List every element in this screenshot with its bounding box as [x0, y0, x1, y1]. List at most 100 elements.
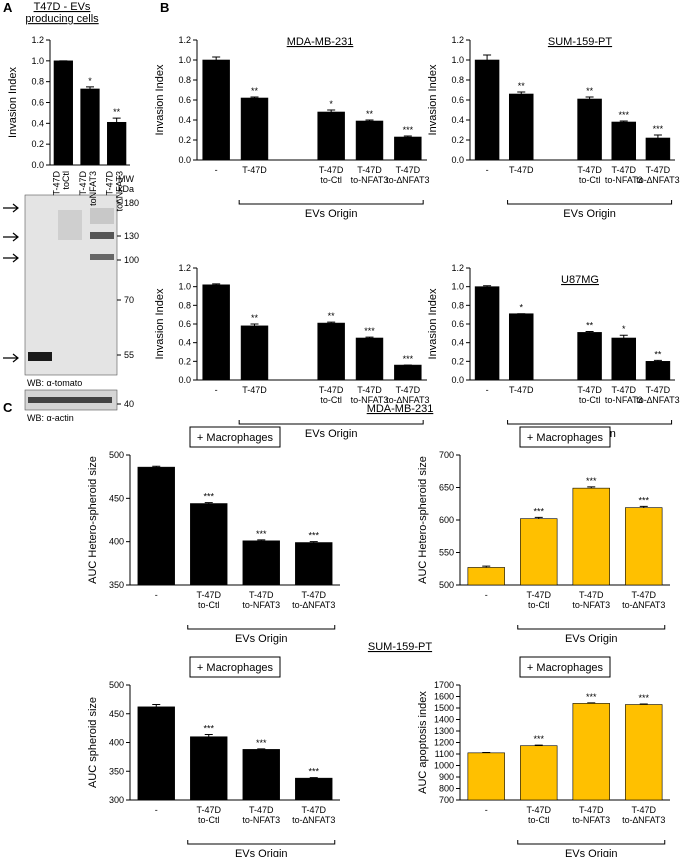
- x-tick-label: T-47D to-Ctl: [196, 590, 221, 610]
- significance: *: [88, 76, 92, 86]
- error-bar: [653, 359, 662, 362]
- significance: ***: [586, 476, 597, 486]
- bar: [295, 542, 333, 586]
- y-tick-label: 0.0: [178, 375, 191, 385]
- significance: **: [251, 313, 259, 323]
- section-title: MDA-MB-231: [367, 403, 434, 415]
- significance: ***: [203, 492, 214, 502]
- bar: [572, 487, 610, 586]
- bar: [577, 98, 602, 161]
- y-axis-label: Invasion Index: [7, 67, 19, 138]
- x-tick-label: T-47D to-Ctl: [319, 165, 344, 185]
- bar: [355, 337, 384, 381]
- error-bar: [309, 541, 318, 543]
- significance: **: [654, 349, 662, 359]
- error-bar: [619, 120, 628, 122]
- panel-label: B: [160, 0, 169, 15]
- y-tick-label: 0.0: [451, 155, 464, 165]
- y-tick-label: 1100: [435, 749, 454, 759]
- x-tick-label: T-47D to-NFAT3: [605, 165, 643, 185]
- bar: [611, 337, 637, 381]
- x-tick-label: T-47D to-Ctl: [577, 165, 602, 185]
- y-tick-label: 1.2: [178, 263, 191, 273]
- y-tick-label: 1.0: [31, 56, 44, 66]
- error-bar: [365, 119, 374, 121]
- y-tick-label: 1.0: [178, 55, 191, 65]
- y-tick-label: 400: [109, 738, 124, 748]
- x-tick-label: T-47D: [242, 385, 267, 395]
- significance: **: [328, 311, 336, 321]
- x-tick-label: -: [155, 805, 158, 815]
- error-bar: [483, 54, 492, 60]
- y-tick-label: 1.2: [451, 35, 464, 45]
- x-axis-label: EVs Origin: [563, 208, 616, 220]
- mw-header: kDa: [118, 184, 134, 194]
- y-tick-label: 0.8: [451, 75, 464, 85]
- y-tick-label: 1.0: [451, 55, 464, 65]
- error-bar: [639, 505, 648, 508]
- y-tick-label: 900: [439, 772, 454, 782]
- bar: [394, 364, 422, 381]
- panel-label: A: [3, 0, 13, 15]
- y-tick-label: 0.6: [451, 319, 464, 329]
- x-tick-label: T-47DtoNFAT3: [78, 171, 98, 206]
- bar: [508, 93, 534, 161]
- y-tick-label: 0.6: [451, 95, 464, 105]
- annotation: + Macrophages: [527, 432, 604, 444]
- x-tick-label: T-47D to-Ctl: [577, 385, 602, 405]
- bracket: [187, 840, 336, 845]
- x-tick-label: T-47D to-∆NFAT3: [386, 385, 429, 405]
- bar: [474, 286, 500, 381]
- y-tick-label: 0.4: [178, 338, 191, 348]
- error-bar: [152, 465, 161, 468]
- significance: ***: [308, 531, 319, 541]
- y-tick-label: 1400: [434, 715, 454, 725]
- significance: ***: [403, 354, 414, 364]
- x-tick-label: -: [155, 590, 158, 600]
- y-tick-label: 0.2: [178, 356, 191, 366]
- significance: ***: [586, 692, 597, 702]
- error-bar: [86, 86, 94, 89]
- bar: [202, 59, 230, 161]
- y-tick-label: 0.6: [178, 319, 191, 329]
- chart-title: U87MG: [561, 274, 599, 286]
- chart-title: SUM-159-PT: [548, 36, 612, 48]
- error-bar: [403, 135, 412, 137]
- y-tick-label: 0.8: [178, 75, 191, 85]
- x-tick-label: T-47D to-NFAT3: [572, 805, 610, 825]
- panel-label: C: [3, 400, 13, 415]
- bar: [572, 703, 610, 801]
- y-tick-label: 700: [439, 795, 454, 805]
- y-axis-label: AUC Hetero-spheroid size: [417, 456, 429, 584]
- bar: [80, 88, 100, 166]
- significance: ***: [638, 693, 649, 703]
- bracket: [517, 840, 666, 845]
- y-tick-label: 350: [109, 580, 124, 590]
- error-bar: [327, 109, 336, 112]
- bracket: [517, 625, 666, 630]
- y-tick-label: 1600: [434, 692, 454, 702]
- bar: [611, 121, 637, 161]
- y-tick-label: 1000: [434, 761, 454, 771]
- bracket: [238, 420, 424, 425]
- error-bar: [250, 96, 259, 98]
- error-bar: [212, 56, 221, 60]
- y-tick-label: 0.2: [178, 135, 191, 145]
- error-bar: [309, 777, 318, 779]
- x-axis-label: EVs Origin: [565, 848, 618, 857]
- error-bar: [204, 502, 213, 504]
- x-tick-label: T-47D to-∆NFAT3: [386, 165, 429, 185]
- significance: ***: [256, 529, 267, 539]
- x-tick-label: T-47DtoCtl: [51, 171, 71, 196]
- y-tick-label: 800: [439, 784, 454, 794]
- x-tick-label: T-47D to-Ctl: [196, 805, 221, 825]
- y-tick-label: 0.4: [178, 115, 191, 125]
- y-tick-label: 300: [109, 795, 124, 805]
- mw-marker: 100: [124, 255, 139, 265]
- x-tick-label: T-47D to-Ctl: [319, 385, 344, 405]
- wb-label: WB: α-actin: [27, 413, 74, 423]
- significance: *: [622, 324, 626, 334]
- significance: ***: [256, 738, 267, 748]
- bar: [520, 745, 558, 801]
